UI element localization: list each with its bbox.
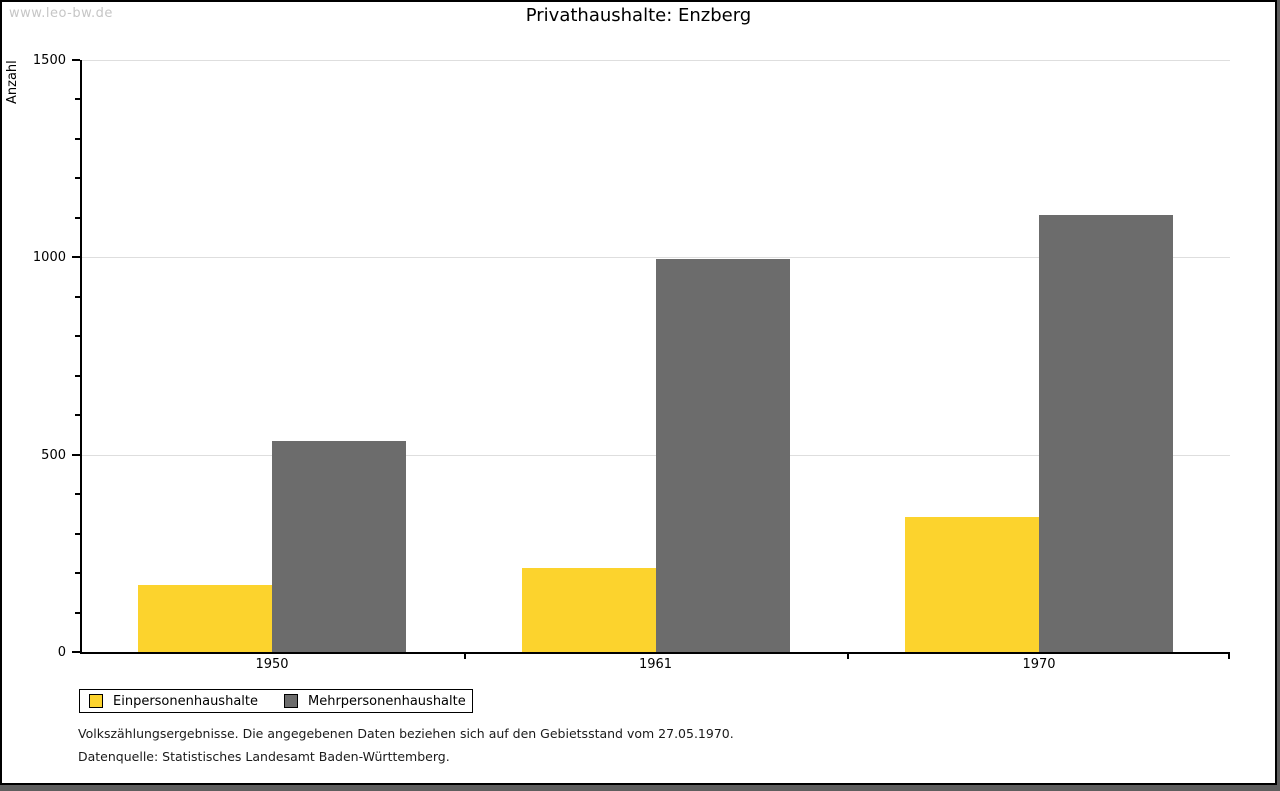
- y-tick-label-0: 0: [57, 645, 66, 660]
- y-tick-label-500: 500: [41, 447, 66, 463]
- footnote-data-source: Datenquelle: Statistisches Landesamt Bad…: [78, 749, 450, 764]
- footnote-source-note: Volkszählungsergebnisse. Die angegebenen…: [78, 726, 734, 741]
- x-boundary-tick-0: [463, 654, 466, 659]
- legend-item-einpersonenhaushalte: Einpersonenhaushalte: [89, 694, 258, 709]
- x-tick-label-1970: 1970: [1022, 657, 1056, 672]
- x-tick-label-1961: 1961: [638, 657, 673, 672]
- y-tick-label-1500: 1500: [32, 53, 66, 68]
- y-tick-600: [75, 414, 80, 417]
- y-tick-1000: [72, 256, 80, 259]
- watermark: www.leo-bw.de: [9, 6, 113, 21]
- y-tick-900: [75, 295, 80, 298]
- legend-label: Mehrpersonenhaushalte: [308, 693, 466, 709]
- chart-title: Privathaushalte: Enzberg: [525, 5, 752, 26]
- bar-einpersonenhaushalte-1961: [521, 568, 656, 652]
- y-tick-1100: [75, 216, 80, 219]
- bar-einpersonenhaushalte-1970: [905, 517, 1039, 652]
- legend-swatch-einpersonenhaushalte: [89, 694, 103, 708]
- bar-mehrpersonenhaushalte-1970: [1039, 215, 1173, 652]
- y-tick-200: [75, 572, 80, 575]
- bar-einpersonenhaushalte-1950: [138, 584, 272, 652]
- y-tick-400: [75, 493, 80, 496]
- legend-item-mehrpersonenhaushalte: Mehrpersonenhaushalte: [284, 694, 466, 709]
- y-tick-1300: [75, 137, 80, 140]
- y-tick-0: [72, 651, 80, 653]
- y-tick-500: [72, 453, 80, 456]
- y-tick-label-1000: 1000: [32, 250, 66, 266]
- y-axis-line: [80, 60, 82, 654]
- y-tick-1500: [72, 59, 80, 61]
- y-tick-1200: [75, 177, 80, 180]
- y-tick-800: [75, 335, 80, 338]
- bar-mehrpersonenhaushalte-1961: [655, 259, 790, 652]
- x-boundary-tick-2: [1228, 654, 1230, 659]
- bar-mehrpersonenhaushalte-1950: [272, 440, 406, 652]
- y-tick-300: [75, 532, 80, 535]
- gridline-1000: [82, 257, 1230, 259]
- gridline-1500: [82, 60, 1230, 61]
- x-boundary-tick-1: [847, 654, 849, 659]
- x-axis-line: [80, 652, 1230, 654]
- x-tick-label-1950: 1950: [255, 657, 289, 672]
- legend-label: Einpersonenhaushalte: [113, 693, 258, 709]
- y-tick-100: [75, 611, 80, 614]
- y-tick-700: [75, 374, 80, 377]
- y-tick-1400: [75, 98, 80, 101]
- legend: Einpersonenhaushalte Mehrpersonenhaushal…: [79, 689, 473, 713]
- legend-swatch-mehrpersonenhaushalte: [284, 694, 298, 708]
